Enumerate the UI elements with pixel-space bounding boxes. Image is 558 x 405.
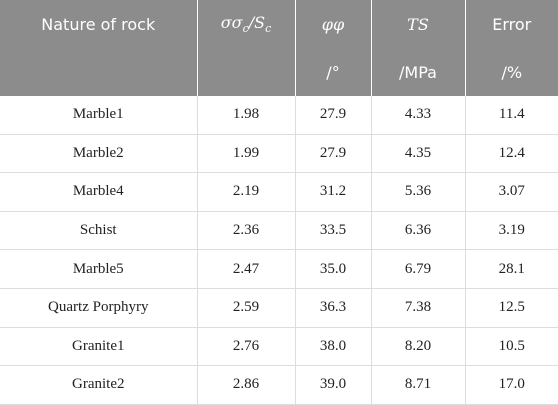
table-cell: 12.5 [464, 288, 558, 328]
table-cell: 38.0 [294, 327, 371, 367]
table-row: Marble4 2.19 31.2 5.36 3.07 [0, 172, 558, 212]
table-cell: 2.47 [196, 249, 295, 289]
table-cell: Granite1 [0, 327, 197, 367]
header-text: σσ [220, 12, 243, 32]
header-cell: /MPa [370, 48, 465, 96]
table-cell: 35.0 [294, 249, 371, 289]
table-cell: 17.0 [464, 365, 558, 405]
header-cell: /% [464, 48, 558, 96]
table-cell: 4.33 [370, 96, 465, 135]
table-cell: 2.36 [196, 211, 295, 251]
header-text: c [242, 22, 249, 36]
header-text: Nature of rock [41, 14, 156, 34]
table-row: Granite1 2.76 38.0 8.20 10.5 [0, 327, 558, 367]
header-cell: /° [294, 48, 371, 96]
table-header: Nature of rock σσc/Sc φφ TS Error/°/MPa/% [0, 0, 558, 96]
table-cell: Marble5 [0, 249, 197, 289]
header-text: Error [492, 14, 532, 34]
table-cell: Schist [0, 211, 197, 251]
table-cell: 3.07 [464, 172, 558, 212]
table-body: Marble1 1.98 27.9 4.33 11.4 Marble2 1.99 27.9 4.… [0, 96, 558, 405]
header-cell: Nature of rock [0, 0, 197, 48]
table-cell: 31.2 [294, 172, 371, 212]
table-cell: 1.98 [196, 96, 295, 135]
table-cell: Marble2 [0, 134, 197, 174]
table-cell: 2.86 [196, 365, 295, 405]
table-cell: 5.36 [370, 172, 465, 212]
table-cell: 1.99 [196, 134, 295, 174]
table-cell: 2.19 [196, 172, 295, 212]
header-text: c [265, 22, 272, 36]
table-cell: 39.0 [294, 365, 371, 405]
table-row: Marble5 2.47 35.0 6.79 28.1 [0, 249, 558, 289]
table-cell: 11.4 [464, 96, 558, 135]
header-cell: σσc/Sc [196, 0, 295, 48]
header-text: /° [326, 62, 340, 82]
header-text: TS [407, 14, 429, 34]
table-cell: 6.36 [370, 211, 465, 251]
header-cell: φφ [294, 0, 371, 48]
header-cell: TS [370, 0, 465, 48]
table-cell: Marble1 [0, 96, 197, 135]
table-cell: 2.59 [196, 288, 295, 328]
table-row: Marble1 1.98 27.9 4.33 11.4 [0, 96, 558, 135]
table-cell: 6.79 [370, 249, 465, 289]
table-row: Marble2 1.99 27.9 4.35 12.4 [0, 134, 558, 174]
header-cell: Error [464, 0, 558, 48]
table-row: Quartz Porphyry 2.59 36.3 7.38 12.5 [0, 288, 558, 328]
table-cell: 3.19 [464, 211, 558, 251]
table-cell: 10.5 [464, 327, 558, 367]
header-row: Nature of rock σσc/Sc φφ TS Error [0, 0, 558, 48]
table-cell: 27.9 [294, 134, 371, 174]
table-row: Schist 2.36 33.5 6.36 3.19 [0, 211, 558, 251]
table-cell: 27.9 [294, 96, 371, 135]
header-cell [196, 48, 295, 96]
table-cell: 12.4 [464, 134, 558, 174]
table-cell: Granite2 [0, 365, 197, 405]
table-cell: 2.76 [196, 327, 295, 367]
header-text: /S [248, 12, 266, 32]
table-cell: 7.38 [370, 288, 465, 328]
header-text: /MPa [399, 62, 437, 82]
table-cell: 33.5 [294, 211, 371, 251]
table-cell: 8.71 [370, 365, 465, 405]
table-row: Granite2 2.86 39.0 8.71 17.0 [0, 365, 558, 405]
header-text: φφ [321, 14, 345, 34]
table-cell: 36.3 [294, 288, 371, 328]
table-cell: 8.20 [370, 327, 465, 367]
table-cell: 28.1 [464, 249, 558, 289]
table-cell: 4.35 [370, 134, 465, 174]
header-text: /% [501, 62, 523, 82]
header-cell [0, 48, 197, 96]
table-cell: Marble4 [0, 172, 197, 212]
table-cell: Quartz Porphyry [0, 288, 197, 328]
header-row: /° /MPa /% [0, 48, 558, 96]
